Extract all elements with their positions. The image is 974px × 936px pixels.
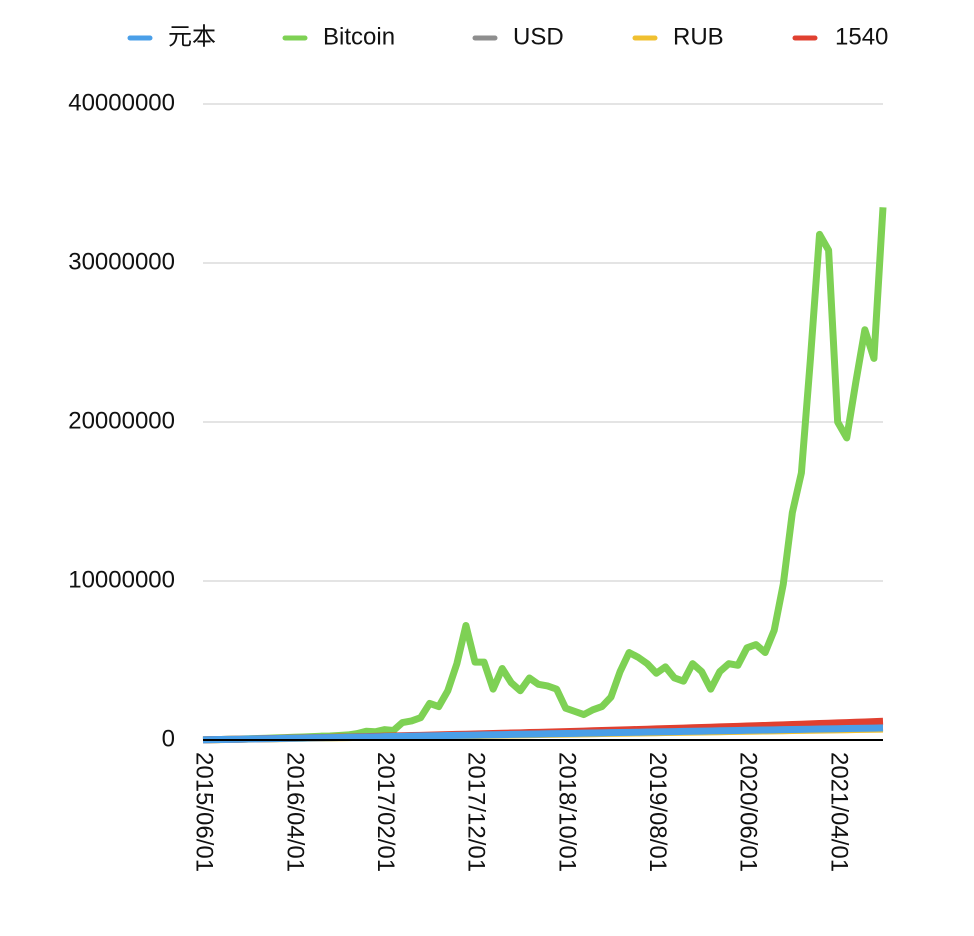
x-tick-label: 2016/04/01: [281, 752, 308, 872]
x-tick-label: 2021/04/01: [825, 752, 852, 872]
legend-label: Bitcoin: [323, 23, 395, 50]
legend-label: 1540: [835, 23, 888, 50]
x-tick-label: 2019/08/01: [644, 752, 671, 872]
x-tick-label: 2017/12/01: [463, 752, 490, 872]
y-tick-label: 10000000: [68, 566, 175, 593]
x-tick-label: 2018/10/01: [553, 752, 580, 872]
legend-label: 元本: [168, 23, 216, 50]
x-tick-label: 2017/02/01: [372, 752, 399, 872]
y-tick-label: 40000000: [68, 89, 175, 116]
x-tick-label: 2020/06/01: [735, 752, 762, 872]
series-line: [202, 207, 887, 744]
x-tick-label: 2015/06/01: [191, 752, 218, 872]
y-tick-label: 30000000: [68, 248, 175, 275]
y-tick-label: 20000000: [68, 407, 175, 434]
legend-label: USD: [513, 23, 564, 50]
legend-label: RUB: [673, 23, 724, 50]
series-line: [202, 724, 884, 744]
y-tick-label: 0: [162, 725, 175, 752]
